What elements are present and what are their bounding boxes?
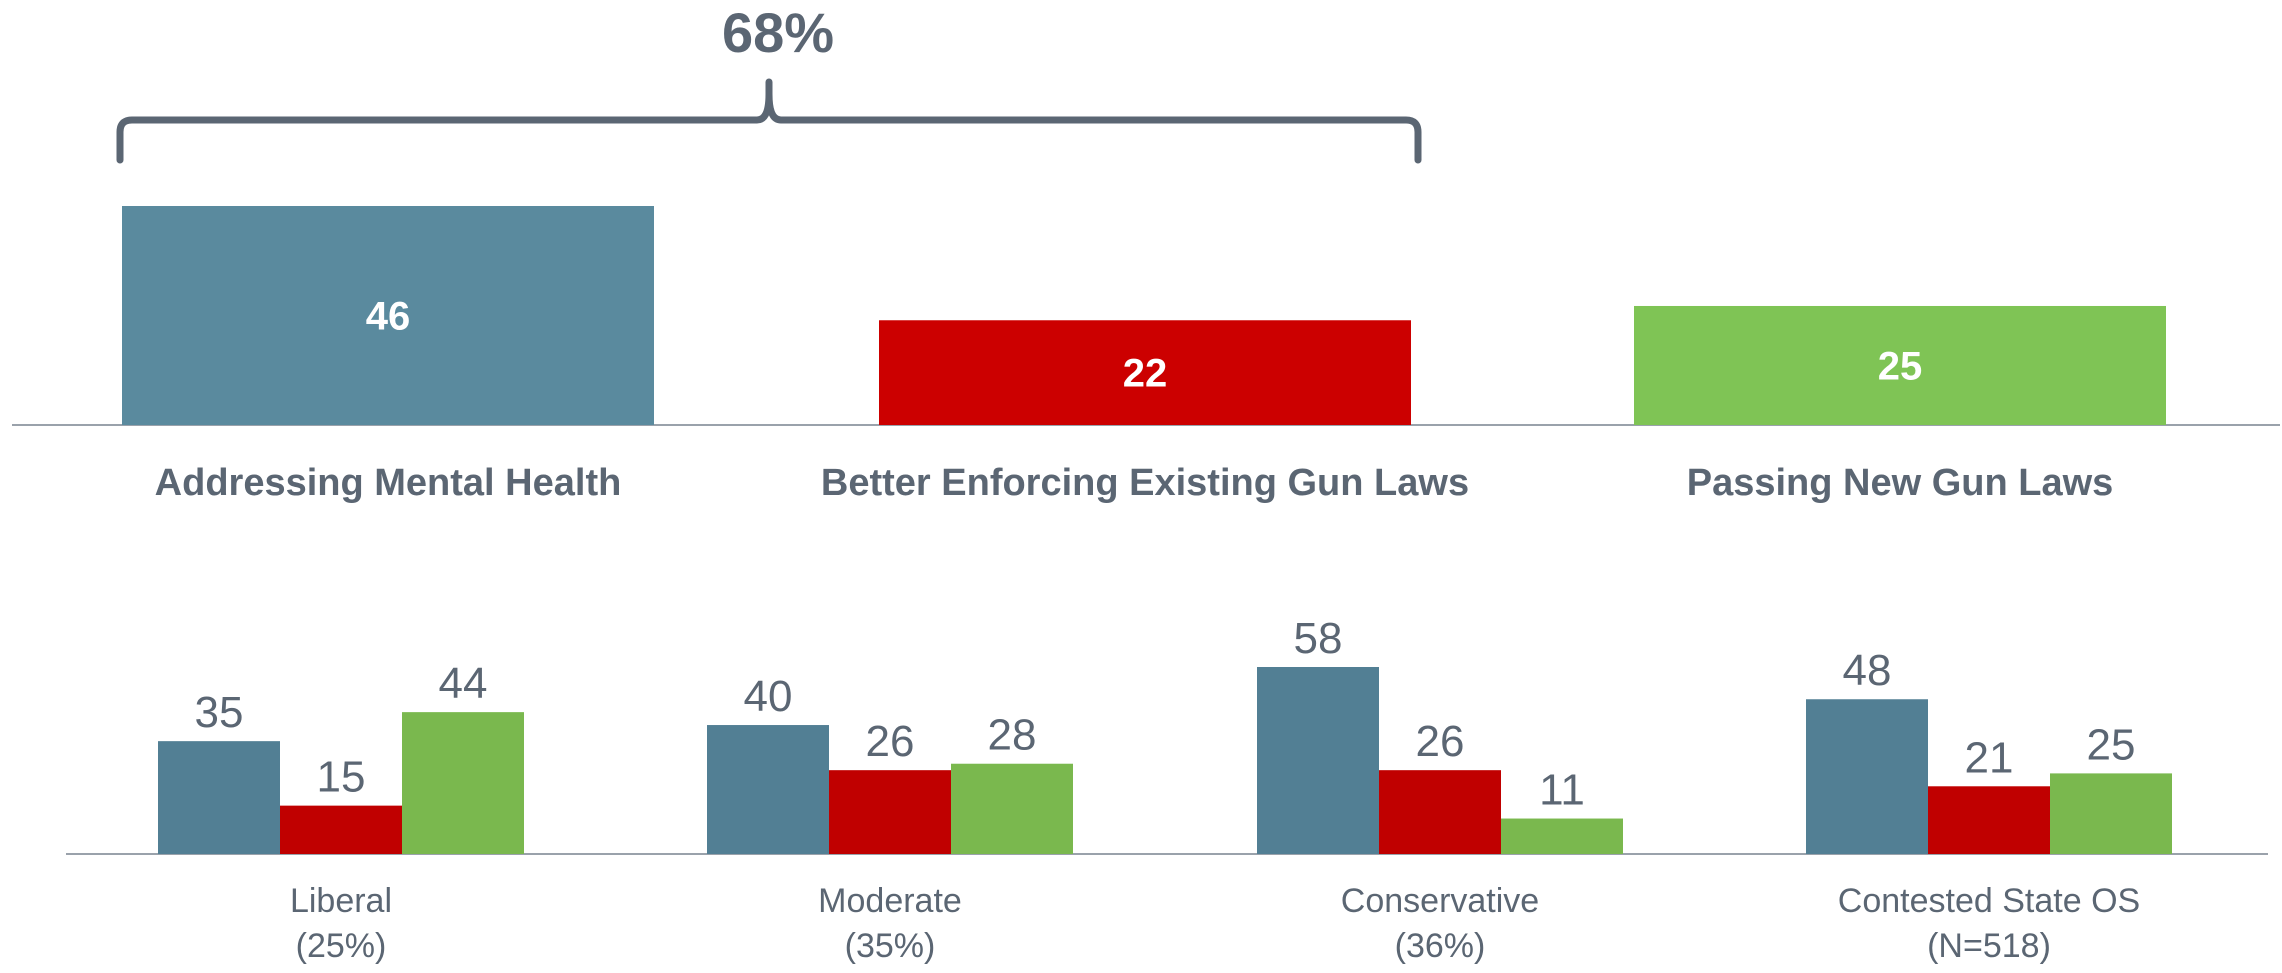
top-bar-value-2: 22 [1123, 352, 1168, 396]
top-bar-value-1: 46 [366, 295, 411, 339]
bottom-bar-g3-s1 [1257, 667, 1379, 854]
bracket-annotation [120, 82, 1418, 160]
bottom-bar-g2-s1 [707, 725, 829, 854]
bottom-bar-value-g2-s1: 40 [744, 672, 793, 721]
bottom-category-label-4: Contested State OS [1838, 882, 2140, 920]
bottom-bar-value-g2-s3: 28 [988, 711, 1037, 760]
bottom-bar-g3-s3 [1501, 819, 1623, 854]
bottom-category-sublabel-2: (35%) [845, 927, 936, 965]
bottom-bar-value-g4-s1: 48 [1843, 646, 1892, 695]
bottom-category-sublabel-4: (N=518) [1927, 927, 2051, 965]
bottom-category-sublabel-1: (25%) [296, 927, 387, 965]
bottom-bar-g3-s2 [1379, 770, 1501, 854]
bottom-bar-g2-s3 [951, 764, 1073, 854]
bottom-bar-value-g4-s3: 25 [2087, 720, 2136, 769]
bottom-category-label-1: Liberal [290, 882, 392, 920]
bottom-bar-value-g3-s1: 58 [1294, 614, 1343, 663]
bottom-bar-g1-s1 [158, 741, 280, 854]
bottom-bar-g1-s2 [280, 806, 402, 854]
bottom-bar-value-g3-s2: 26 [1416, 717, 1465, 766]
bottom-bar-value-g1-s2: 15 [317, 753, 366, 802]
top-category-label-1: Addressing Mental Health [155, 462, 622, 504]
top-bar-value-3: 25 [1878, 344, 1923, 388]
bottom-bar-g1-s3 [402, 712, 524, 854]
bottom-bar-value-g1-s1: 35 [195, 688, 244, 737]
bracket-annotation-label: 68% [722, 1, 834, 64]
bottom-bar-value-g3-s3: 11 [1539, 766, 1585, 815]
bottom-bar-g4-s3 [2050, 773, 2172, 854]
bottom-bar-value-g1-s3: 44 [439, 659, 488, 708]
top-category-label-2: Better Enforcing Existing Gun Laws [821, 462, 1469, 504]
bottom-bar-g4-s2 [1928, 786, 2050, 854]
bottom-category-label-2: Moderate [818, 882, 962, 920]
bottom-bar-value-g2-s2: 26 [866, 717, 915, 766]
bottom-bar-g4-s1 [1806, 699, 1928, 854]
bottom-bar-value-g4-s2: 21 [1965, 733, 2014, 782]
bottom-bar-g2-s2 [829, 770, 951, 854]
bottom-category-sublabel-3: (36%) [1395, 927, 1486, 965]
top-category-label-3: Passing New Gun Laws [1687, 462, 2114, 504]
bottom-category-label-3: Conservative [1341, 882, 1539, 920]
